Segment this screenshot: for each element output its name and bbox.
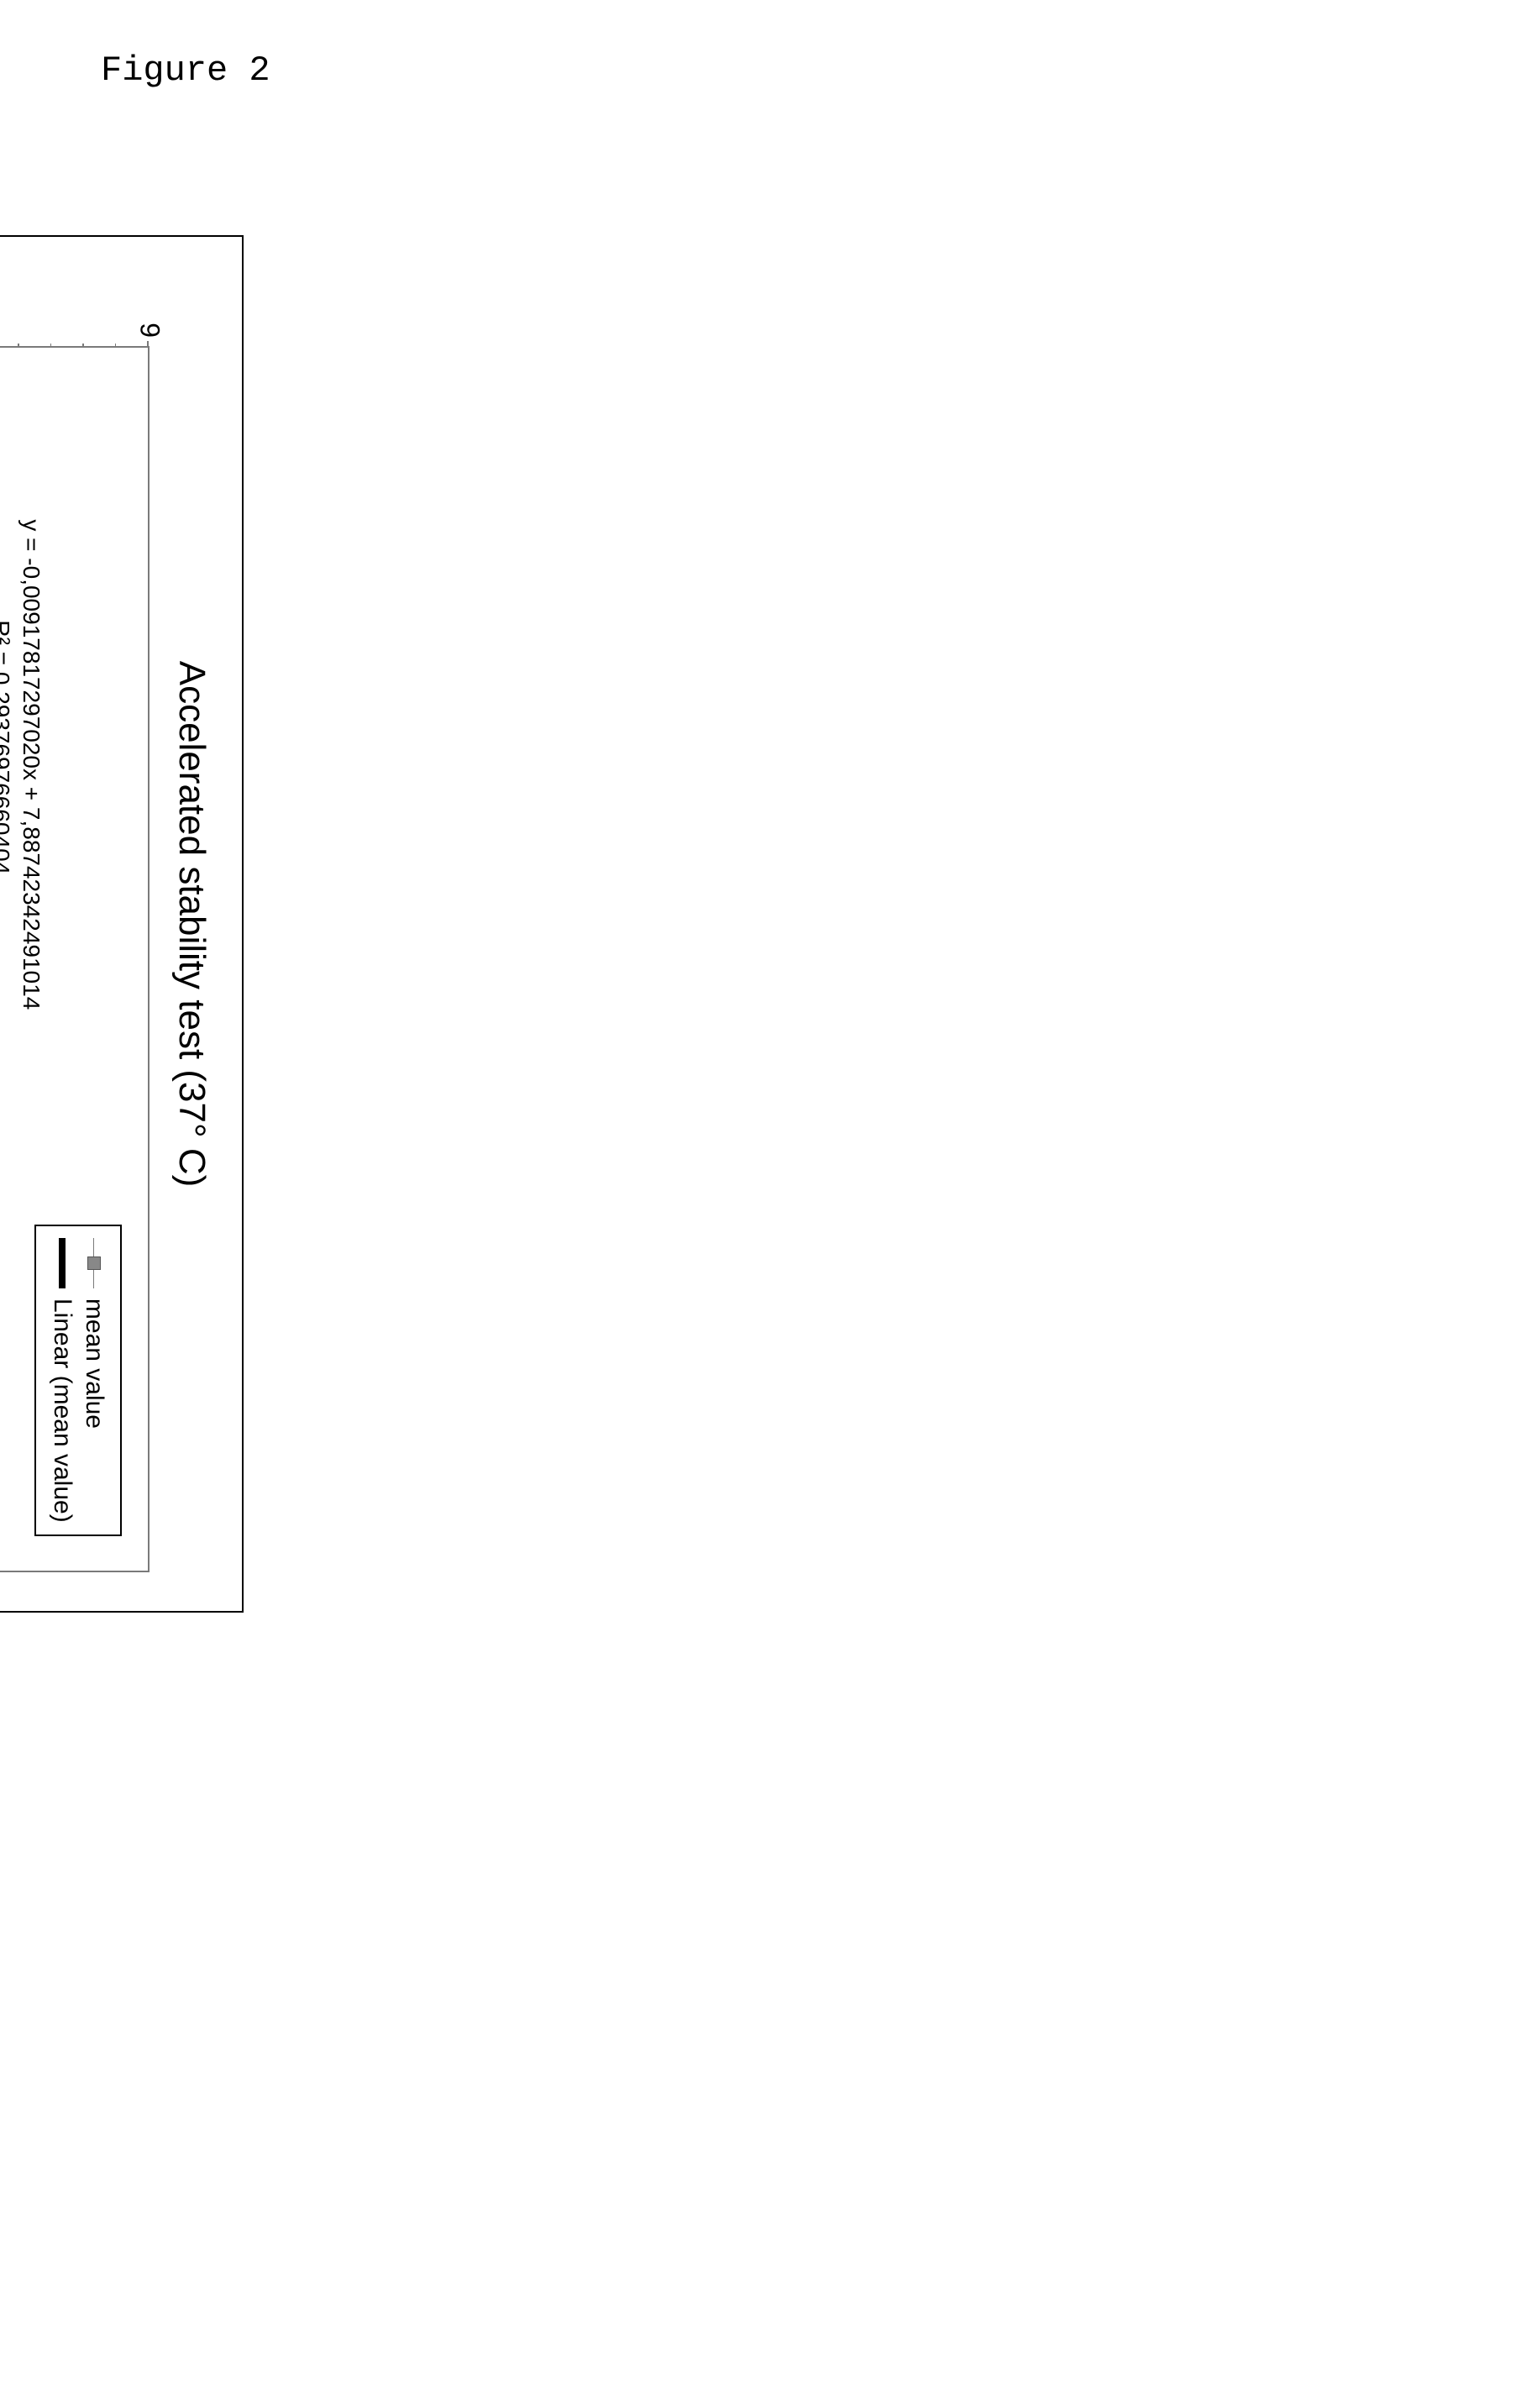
figure-label: Figure 2 [101, 50, 270, 91]
plot-area: 0510152025303540y = -0,00917817297020x +… [0, 346, 150, 1572]
chart-title: Accelerated stability test (37° C) [171, 237, 212, 1611]
y-minor-tick [115, 344, 117, 348]
legend-swatch [52, 1238, 72, 1288]
y-minor-tick [82, 344, 84, 348]
legend-label: mean value [80, 1298, 108, 1429]
y-tick [147, 341, 149, 348]
legend: mean valueLinear (mean value) [34, 1225, 122, 1536]
equation-line2: R² = 0,29376976660404 [0, 620, 14, 874]
y-minor-tick [18, 344, 19, 348]
chart-container: Accelerated stability test (37° C) viral… [0, 235, 244, 1613]
legend-swatch [84, 1238, 104, 1288]
legend-item: mean value [80, 1238, 108, 1523]
legend-item: Linear (mean value) [48, 1238, 76, 1523]
y-tick-label: 8,5 [0, 287, 3, 338]
legend-label: Linear (mean value) [48, 1298, 76, 1523]
y-minor-tick [50, 344, 52, 348]
y-tick-label: 9 [134, 287, 165, 338]
equation-line1: y = -0,00917817297020x + 7,8874234249101… [18, 519, 45, 1010]
